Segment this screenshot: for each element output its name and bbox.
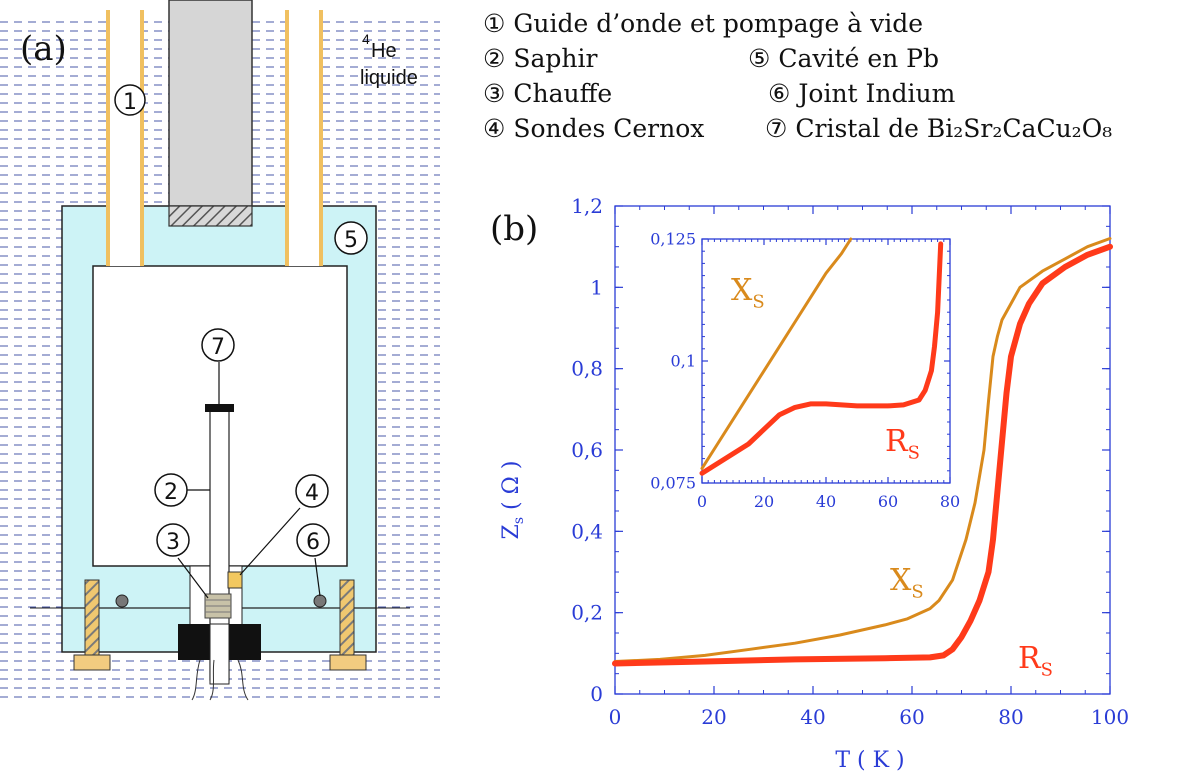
indium-joint: [115, 594, 129, 608]
inset-series-rs: [699, 241, 944, 476]
legend-marker-5: ⑤: [748, 44, 771, 73]
inset-label-xs: XS: [731, 273, 765, 313]
main-x-tick-label: 0: [609, 705, 622, 729]
legend-text-1: Guide d’onde et pompage à vide: [513, 9, 924, 38]
marker-6: 6: [306, 530, 320, 555]
inset-x-tick-label: 20: [754, 492, 774, 511]
panel-a-label: (a): [20, 29, 67, 69]
inset-y-tick-label: 0,1: [671, 352, 696, 371]
marker-3: 3: [166, 530, 180, 555]
main-y-tick-label: 0,2: [571, 601, 603, 625]
inset-y-tick-label: 0,125: [650, 230, 696, 249]
legend-text-3: Chauffe: [513, 79, 613, 108]
inset-x-tick-label: 60: [878, 492, 898, 511]
panel-b-label: (b): [490, 209, 538, 249]
waveguide-tube: [108, 0, 142, 266]
legend-text-7: Cristal de Bi₂Sr₂CaCu₂O₈: [795, 114, 1113, 143]
marker-2: 2: [164, 480, 178, 505]
legend-marker-7: ⑦: [765, 114, 788, 143]
main-label-xs: XS: [890, 563, 924, 603]
legend-text-5: Cavité en Pb: [778, 44, 939, 73]
legend-text-4: Sondes Cernox: [513, 114, 705, 143]
legend-marker-1: ①: [483, 9, 506, 38]
indium-joint: [313, 594, 327, 608]
main-x-tick-label: 40: [800, 705, 825, 729]
inset-label-rs: RS: [885, 424, 920, 464]
legend-text-6: Joint Indium: [798, 79, 956, 108]
legend-marker-4: ④: [483, 114, 506, 143]
legend-marker-6: ⑥: [768, 79, 791, 108]
legend-item-6: ⑥ Joint Indium: [768, 76, 955, 111]
screw: [84, 579, 100, 659]
cryostat-schematic: (a) 4 He liquide 1 7 2 4 3 6 5: [0, 0, 440, 705]
x-axis-label: T ( K ): [835, 748, 904, 773]
main-y-tick-label: 0: [590, 682, 603, 706]
main-y-tick-label: 1: [590, 275, 603, 299]
main-series-xs: [613, 237, 1112, 663]
cernox-sensor: [227, 571, 243, 589]
legend-marker-3: ③: [483, 79, 506, 108]
marker-5: 5: [344, 228, 358, 253]
legend-item-5: ⑤ Cavité en Pb: [748, 41, 939, 76]
legend-item-7: ⑦ Cristal de Bi₂Sr₂CaCu₂O₈: [765, 111, 1112, 146]
screw: [339, 579, 355, 659]
main-y-tick-label: 1,2: [571, 194, 603, 218]
main-x-tick-label: 60: [899, 705, 924, 729]
main-x-tick-label: 80: [998, 705, 1023, 729]
y-axis-label: Zs ( Ω ): [499, 461, 527, 540]
legend-text-2: Saphir: [513, 44, 598, 73]
inset-x-tick-label: 40: [816, 492, 836, 511]
main-y-tick-label: 0,6: [571, 438, 603, 462]
legend: ① Guide d’onde et pompage à vide ② Saphi…: [483, 6, 1112, 146]
helium-superscript: 4: [362, 31, 370, 47]
inset-x-tick-label: 80: [940, 492, 960, 511]
legend-row-1: ① Guide d’onde et pompage à vide: [483, 6, 923, 41]
crystal: [205, 404, 234, 412]
marker-4: 4: [305, 481, 319, 506]
main-x-tick-label: 100: [1091, 705, 1129, 729]
legend-row-3: ③ Chauffe ⑥ Joint Indium: [483, 76, 955, 111]
main-series-rs: [612, 243, 1113, 667]
waveguide-rod: [168, 0, 253, 207]
impedance-chart: (b) 0 20 40 60 80 100 0 0,2 0,4 0,6 0,8 1 1,2 XS RS 0 2…: [490, 194, 1129, 773]
helium-label: He: [371, 40, 397, 62]
liquid-label: liquide: [360, 67, 418, 89]
marker-7: 7: [211, 335, 225, 360]
main-y-tick-label: 0,4: [571, 519, 603, 543]
legend-row-4: ④ Sondes Cernox ⑦ Cristal de Bi₂Sr₂CaCu₂…: [483, 111, 1112, 146]
inset-frame: [701, 238, 951, 484]
marker-1: 1: [123, 90, 137, 115]
inset-y-tick-label: 0,075: [650, 474, 696, 493]
main-label-rs: RS: [1018, 641, 1053, 681]
inset-x-tick-label: 0: [697, 492, 707, 511]
main-x-tick-label: 20: [701, 705, 726, 729]
legend-row-2: ② Saphir ⑤ Cavité en Pb: [483, 41, 939, 76]
inset-series-xs: [700, 237, 853, 470]
inset-plot: 0 20 40 60 80 0,075 0,1 0,125 XS RS: [650, 230, 960, 511]
legend-marker-2: ②: [483, 44, 506, 73]
main-y-tick-label: 0,8: [571, 357, 603, 381]
